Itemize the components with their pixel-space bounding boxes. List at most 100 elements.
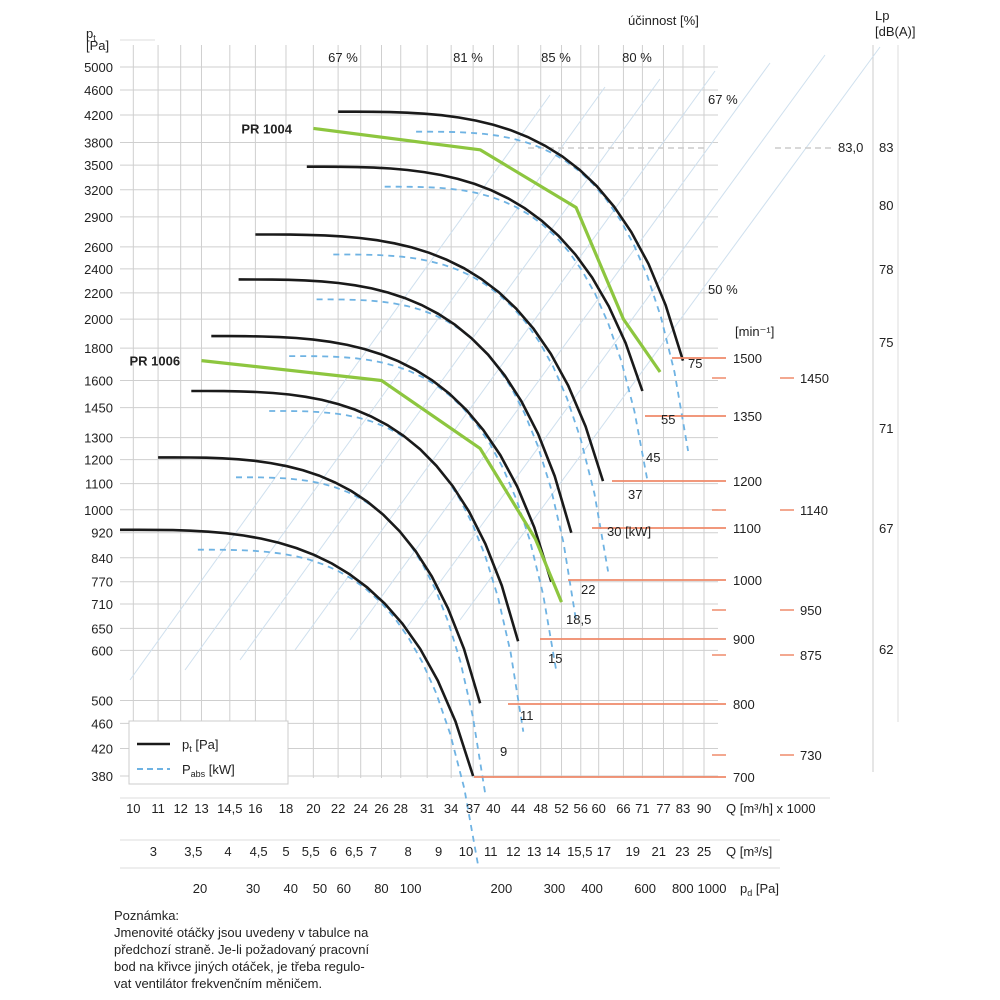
x-tick-label-m3s: 19 bbox=[625, 844, 639, 859]
noise-tick-label: 71 bbox=[879, 421, 893, 436]
power-curve bbox=[416, 130, 689, 452]
pressure-curve bbox=[306, 165, 644, 392]
legend-pt: pt [Pa] bbox=[182, 737, 219, 754]
speed-lines bbox=[474, 357, 794, 778]
x-tick-label-m3h: 90 bbox=[697, 801, 711, 816]
highlight-curve bbox=[201, 359, 563, 603]
x-tick-label-m3h: 10 bbox=[126, 801, 140, 816]
note-line: bod na křivce jiných otáček, je třeba re… bbox=[114, 959, 365, 974]
x-tick-label-m3s: 21 bbox=[651, 844, 665, 859]
y-tick-label: 710 bbox=[91, 597, 113, 612]
efficiency-side-label: 50 % bbox=[708, 282, 738, 297]
y-tick-label: 1200 bbox=[84, 453, 113, 468]
speed-label: 700 bbox=[733, 770, 755, 785]
x-tick-label-m3s: 3 bbox=[150, 844, 157, 859]
x-tick-label-m3s: 8 bbox=[404, 844, 411, 859]
power-curves bbox=[197, 130, 689, 867]
x-tick-label-m3h: 40 bbox=[486, 801, 500, 816]
efficiency-guide bbox=[239, 78, 661, 661]
efficiency-guide bbox=[294, 70, 716, 651]
x-tick-label-m3s: 4,5 bbox=[250, 844, 268, 859]
x-tick-label-pd: 100 bbox=[400, 881, 422, 896]
speed-label: 800 bbox=[733, 697, 755, 712]
x-axis-q-m3s-label: Q [m³/s] bbox=[726, 844, 772, 859]
power-label: 37 bbox=[628, 487, 642, 502]
x-tick-label-pd: 40 bbox=[283, 881, 297, 896]
x-tick-label-m3s: 14 bbox=[546, 844, 560, 859]
x-tick-label-m3h: 13 bbox=[194, 801, 208, 816]
power-curve bbox=[289, 355, 558, 673]
y-tick-label: 2600 bbox=[84, 240, 113, 255]
power-curve bbox=[333, 253, 609, 572]
y-tick-label: 1800 bbox=[84, 341, 113, 356]
x-tick-label-pd: 200 bbox=[491, 881, 513, 896]
x-tick-label-m3h: 77 bbox=[656, 801, 670, 816]
y-tick-label: 1100 bbox=[85, 477, 113, 492]
x-tick-label-pd: 80 bbox=[374, 881, 388, 896]
efficiency-guide bbox=[349, 62, 771, 641]
noise-tick-label: 62 bbox=[879, 642, 893, 657]
x-tick-label-m3h: 11 bbox=[151, 801, 165, 816]
pressure-curve bbox=[211, 334, 553, 583]
x-tick-label-m3h: 16 bbox=[248, 801, 262, 816]
speed-label-other: 950 bbox=[800, 603, 822, 618]
efficiency-guide bbox=[129, 94, 551, 681]
power-label: 30 [kW] bbox=[607, 524, 651, 539]
pressure-curves bbox=[120, 110, 685, 777]
x-tick-label-m3h: 71 bbox=[635, 801, 649, 816]
x-axis-pd-label: pd [Pa] bbox=[740, 881, 779, 898]
highlight-series-label: PR 1004 bbox=[241, 121, 292, 136]
y-tick-label: 600 bbox=[91, 643, 113, 658]
note-line: předchozí straně. Je-li požadovaný praco… bbox=[114, 942, 370, 957]
speed-label: 1000 bbox=[733, 573, 762, 588]
efficiency-label: 81 % bbox=[453, 50, 483, 65]
efficiency-title: účinnost [%] bbox=[628, 13, 699, 28]
x-tick-label-pd: 800 bbox=[672, 881, 694, 896]
legend-pabs: Pabs [kW] bbox=[182, 762, 235, 779]
y-tick-label: 650 bbox=[91, 621, 113, 636]
y-tick-label: 920 bbox=[91, 526, 113, 541]
x-tick-label-m3h: 18 bbox=[279, 801, 293, 816]
x-tick-label-m3s: 7 bbox=[370, 844, 377, 859]
efficiency-guide bbox=[184, 86, 606, 671]
power-label: 75 bbox=[688, 356, 702, 371]
note-block: Poznámka: Jmenovité otáčky jsou uvedeny … bbox=[114, 907, 414, 992]
x-tick-label-m3h: 56 bbox=[574, 801, 588, 816]
x-tick-label-m3s: 4 bbox=[224, 844, 231, 859]
noise-tick-label: 75 bbox=[879, 335, 893, 350]
power-label: 9 bbox=[500, 744, 507, 759]
x-tick-label-m3h: 22 bbox=[331, 801, 345, 816]
x-tick-label-m3h: 66 bbox=[616, 801, 630, 816]
x-tick-label-m3s: 23 bbox=[675, 844, 689, 859]
x-tick-label-m3h: 34 bbox=[444, 801, 458, 816]
noise-tick-label: 78 bbox=[879, 262, 893, 277]
x-tick-label-m3h: 26 bbox=[374, 801, 388, 816]
speed-label: 1100 bbox=[733, 521, 761, 536]
y-tick-label: 3200 bbox=[84, 183, 113, 198]
speed-label-other: 1140 bbox=[800, 503, 828, 518]
y-tick-label: 2400 bbox=[84, 262, 113, 277]
y-tick-label: 4600 bbox=[84, 83, 113, 98]
y-tick-label: 460 bbox=[91, 716, 113, 731]
pressure-curve bbox=[158, 456, 482, 704]
power-label: 11 bbox=[520, 708, 534, 723]
x-tick-label-pd: 30 bbox=[246, 881, 260, 896]
x-axis-q-m3h-label: Q [m³/h] x 1000 bbox=[726, 801, 816, 816]
speed-label-other: 1450 bbox=[800, 371, 829, 386]
pressure-curve bbox=[120, 528, 475, 777]
efficiency-lines bbox=[129, 46, 881, 681]
y-axis-unit: pt bbox=[86, 26, 96, 43]
speed-label: 1200 bbox=[733, 474, 762, 489]
x-tick-label-m3s: 3,5 bbox=[184, 844, 202, 859]
noise-title: Lp bbox=[875, 8, 889, 23]
x-tick-label-pd: 50 bbox=[313, 881, 327, 896]
power-label: 15 bbox=[548, 651, 562, 666]
x-tick-label-m3s: 6,5 bbox=[345, 844, 363, 859]
x-tick-label-m3h: 83 bbox=[676, 801, 690, 816]
x-tick-label-m3h: 48 bbox=[533, 801, 547, 816]
y-tick-label: 1450 bbox=[84, 401, 113, 416]
x-tick-label-m3h: 31 bbox=[420, 801, 434, 816]
speed-label: 900 bbox=[733, 632, 755, 647]
efficiency-label: 67 % bbox=[328, 50, 358, 65]
grid bbox=[120, 39, 899, 869]
